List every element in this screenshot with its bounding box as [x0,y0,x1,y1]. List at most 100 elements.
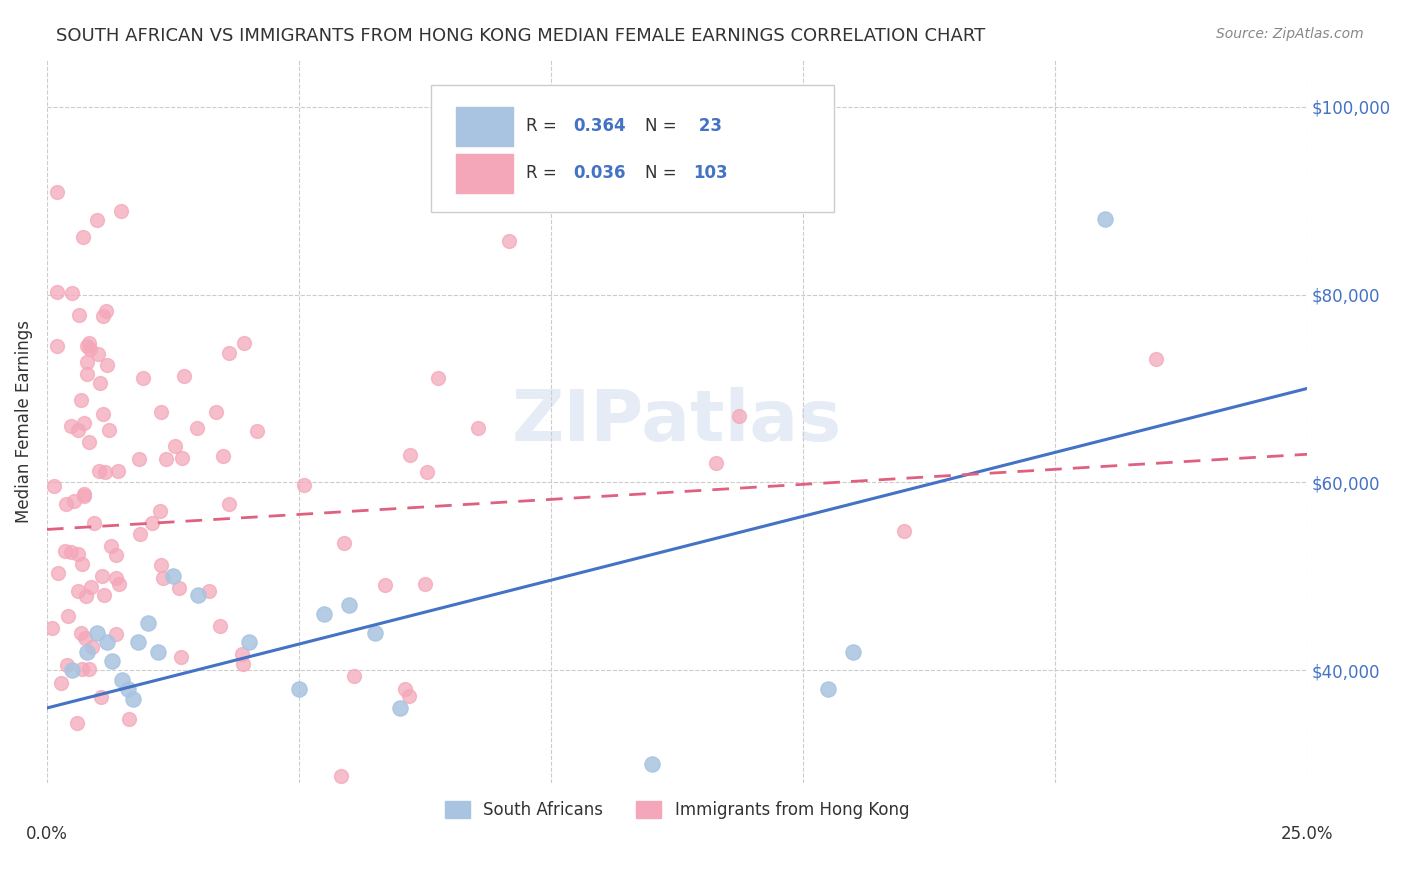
Point [70,662,93,676]
Point [100,539,122,553]
Point [388,701,411,715]
Point [817,682,839,697]
Point [87,347,110,361]
Point [41,621,63,635]
Point [70,392,93,407]
Point [333,536,356,550]
Point [1144,351,1167,366]
Text: N =: N = [645,117,682,136]
Point [150,405,173,419]
Point [76,339,98,353]
Point [1094,212,1116,227]
Point [842,645,865,659]
Point [76,367,98,381]
Point [101,654,124,668]
FancyBboxPatch shape [457,153,513,194]
Point [163,439,186,453]
Point [467,421,489,435]
Point [83,516,105,530]
Legend: South Africans, Immigrants from Hong Kong: South Africans, Immigrants from Hong Kon… [439,794,915,825]
Point [70,557,93,571]
Point [104,626,127,640]
Point [96,635,118,649]
Point [426,370,449,384]
Point [94,465,117,479]
Point [82,640,104,654]
Point [141,516,163,530]
Point [91,407,114,421]
Point [75,590,97,604]
Point [93,588,115,602]
Point [56,608,79,623]
Point [117,682,139,697]
Point [42,479,65,493]
Point [136,616,159,631]
Point [641,757,664,772]
Point [105,571,128,585]
Text: R =: R = [526,117,562,136]
Point [60,664,83,678]
Point [394,681,416,696]
Point [96,358,118,372]
Point [343,669,366,683]
Point [73,486,96,500]
Point [363,625,385,640]
Point [173,369,195,384]
Point [77,434,100,449]
Point [73,416,96,430]
Point [76,645,98,659]
Point [231,648,253,662]
Point [150,558,173,573]
Point [238,635,260,649]
Point [76,355,98,369]
Text: 0.364: 0.364 [574,117,626,136]
Point [170,650,193,665]
Point [162,569,184,583]
Point [66,715,89,730]
Point [205,405,228,419]
FancyBboxPatch shape [457,107,513,146]
Point [118,712,141,726]
Text: N =: N = [645,164,682,182]
Point [170,451,193,466]
Point [53,544,76,558]
Text: 0.0%: 0.0% [25,825,67,844]
Text: Source: ZipAtlas.com: Source: ZipAtlas.com [1216,27,1364,41]
Point [232,657,254,671]
Point [70,626,93,640]
Point [60,545,83,559]
Point [59,419,82,434]
Point [48,566,70,581]
Point [127,635,149,649]
Point [337,598,360,612]
Point [73,489,96,503]
Point [212,450,235,464]
Point [79,342,101,356]
Point [67,547,90,561]
Text: SOUTH AFRICAN VS IMMIGRANTS FROM HONG KONG MEDIAN FEMALE EARNINGS CORRELATION CH: SOUTH AFRICAN VS IMMIGRANTS FROM HONG KO… [56,27,986,45]
Text: 23: 23 [693,117,723,136]
Point [893,524,915,538]
Point [108,576,131,591]
Point [97,423,120,437]
Point [152,571,174,585]
Point [45,339,67,353]
Text: R =: R = [526,164,562,182]
Point [89,376,111,390]
Point [149,504,172,518]
Point [111,673,134,687]
Point [91,309,114,323]
Point [56,658,79,673]
Point [96,303,118,318]
Point [187,588,209,602]
Point [146,645,169,659]
Point [330,769,353,783]
Point [63,493,86,508]
Point [46,285,69,300]
Point [105,548,128,562]
Point [197,584,219,599]
Point [209,619,232,633]
Point [413,577,436,591]
Point [704,456,727,470]
Point [67,423,90,437]
